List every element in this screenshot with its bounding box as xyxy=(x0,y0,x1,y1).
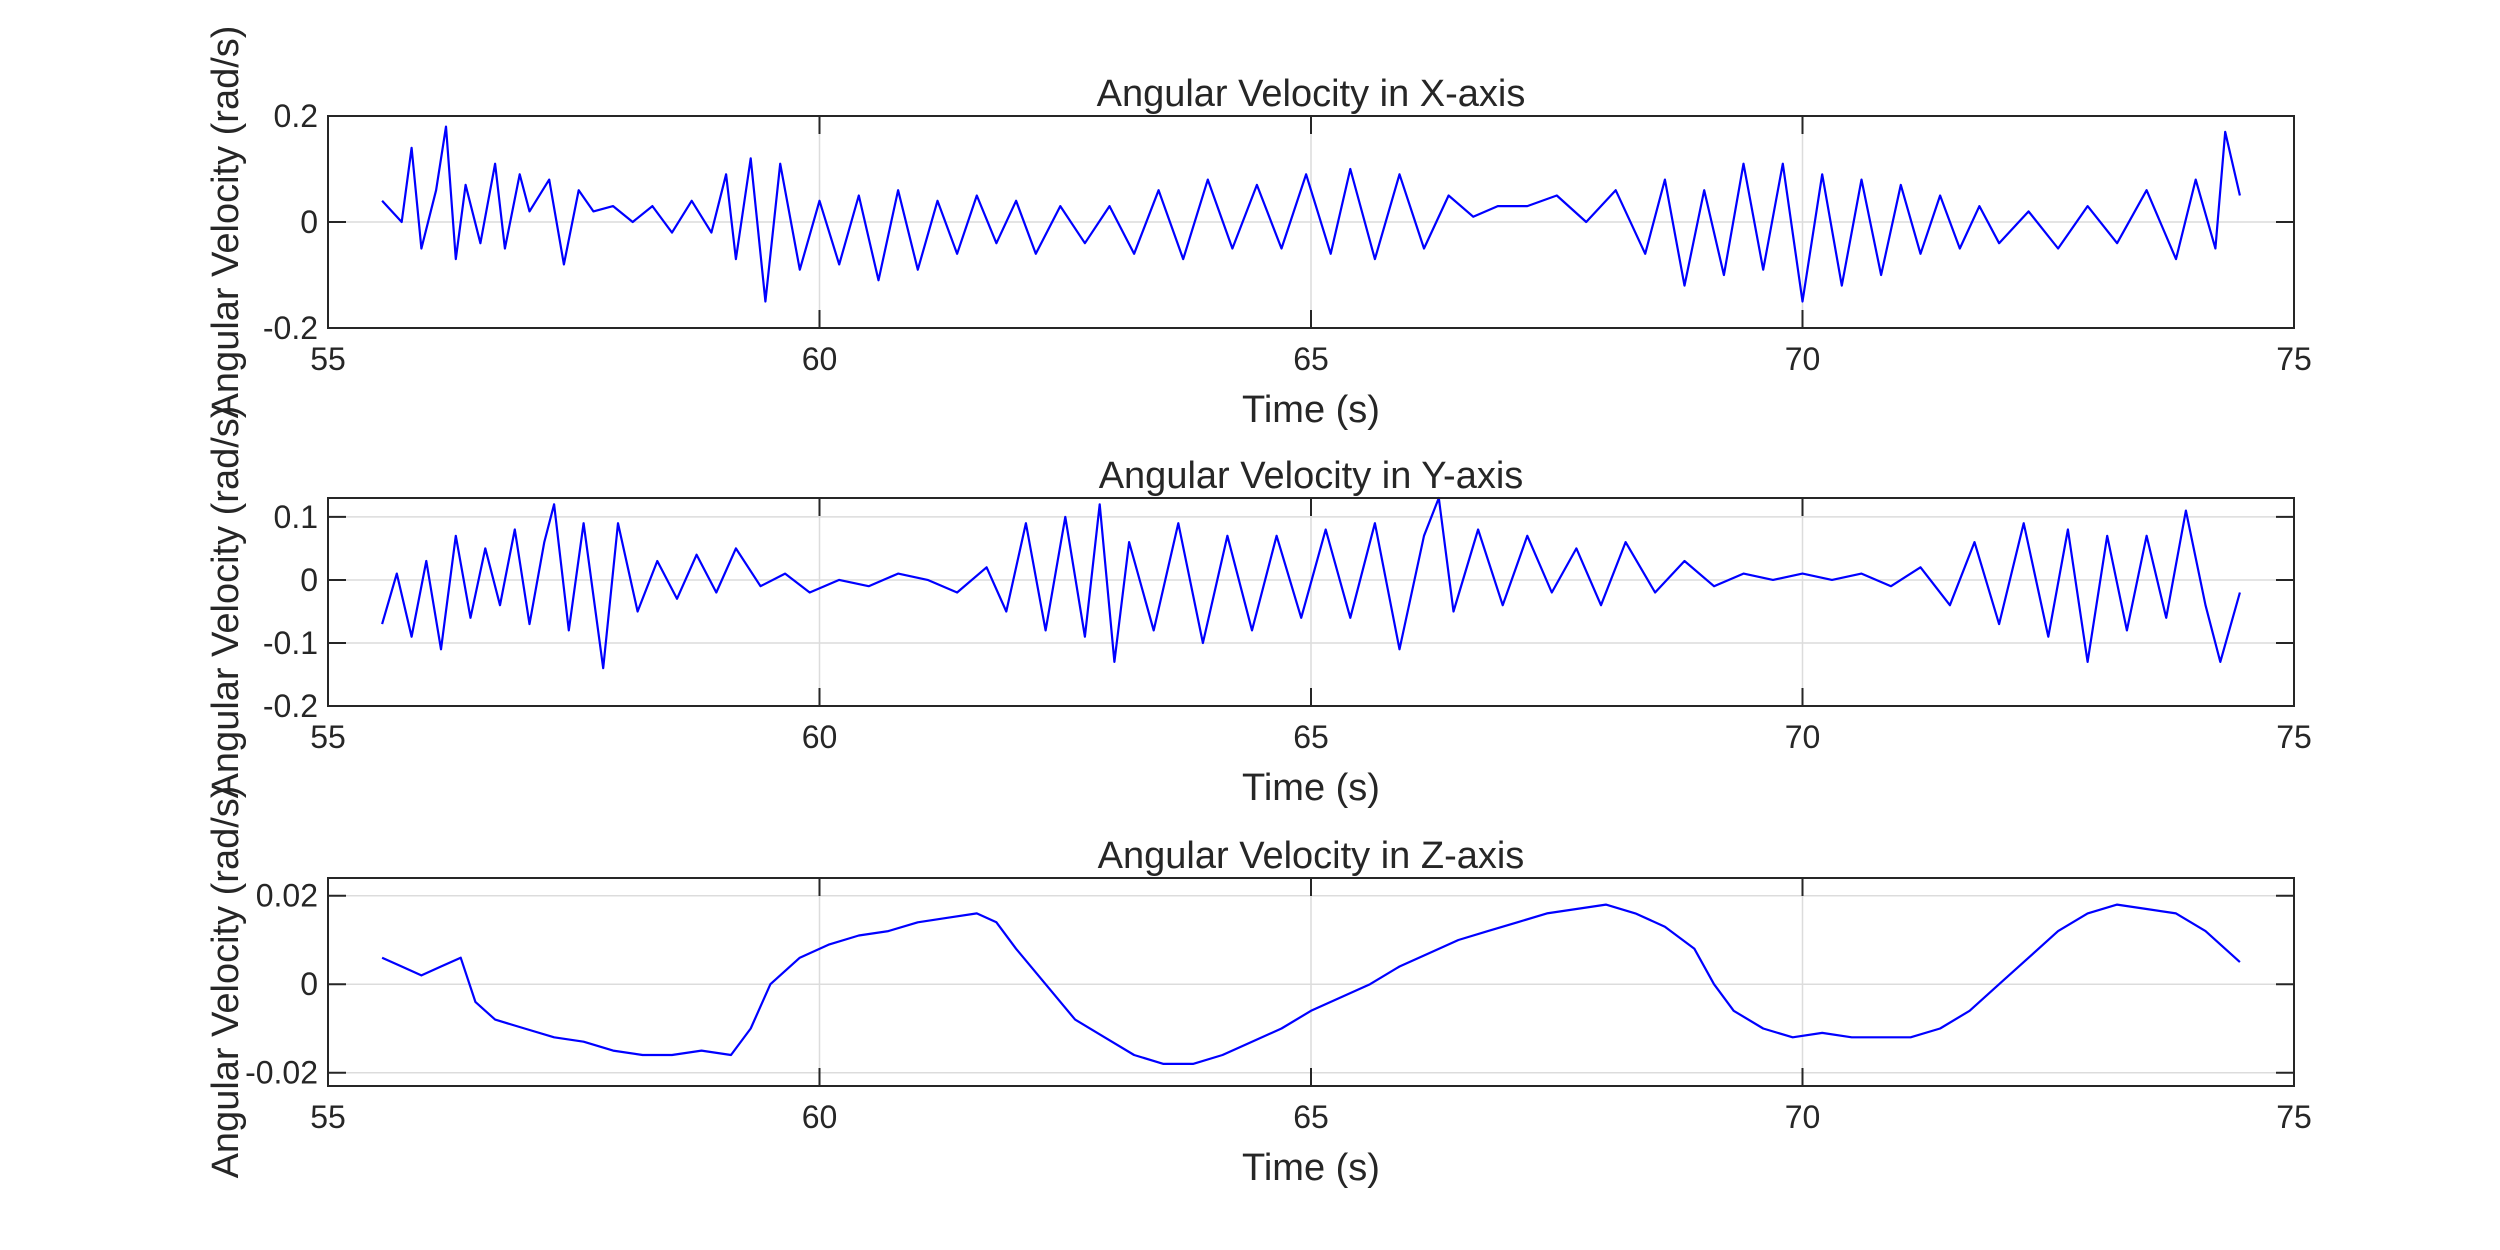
y-tick-label: -0.2 xyxy=(263,310,318,346)
data-series-line xyxy=(381,903,2241,1066)
y-axis-label: Angular Velocity (rad/s) xyxy=(205,406,247,799)
x-tick-label: 75 xyxy=(2276,1099,2312,1135)
chart-title: Angular Velocity in X-axis xyxy=(1097,73,1526,115)
y-tick-label: -0.1 xyxy=(263,625,318,661)
x-tick-label: 60 xyxy=(802,719,838,755)
subplot-2: 55 60 65 70 75 -0.2 -0.1 0 0.1 Angular Velocity i… xyxy=(205,406,2312,809)
chart-title: Angular Velocity in Y-axis xyxy=(1099,455,1524,497)
x-tick-label: 75 xyxy=(2276,719,2312,755)
subplot-1: 55 60 65 70 75 -0.2 0 0.2 Angular Velocity in X-… xyxy=(205,26,2312,431)
data-series-line xyxy=(381,125,2241,303)
x-tick-label: 60 xyxy=(802,341,838,377)
x-tick-label: 70 xyxy=(1785,719,1821,755)
x-axis-label: Time (s) xyxy=(1242,1147,1380,1189)
x-tick-label: 55 xyxy=(310,1099,346,1135)
y-tick-label: 0 xyxy=(300,204,318,240)
x-axis-label: Time (s) xyxy=(1242,389,1380,431)
x-tick-label: 65 xyxy=(1293,341,1329,377)
y-axis-label: Angular Velocity (rad/s) xyxy=(205,786,247,1179)
y-axis-label: Angular Velocity (rad/s) xyxy=(205,26,247,419)
y-tick-label: 0 xyxy=(300,562,318,598)
y-tick-label: 0.1 xyxy=(274,499,318,535)
x-tick-label: 70 xyxy=(1785,1099,1821,1135)
x-tick-label: 65 xyxy=(1293,1099,1329,1135)
chart-title: Angular Velocity in Z-axis xyxy=(1098,835,1525,877)
x-tick-label: 65 xyxy=(1293,719,1329,755)
x-tick-label: 60 xyxy=(802,1099,838,1135)
subplot-3: 55 60 65 70 75 -0.02 0 0.02 Angular Velocity in … xyxy=(205,786,2312,1189)
y-tick-label: -0.2 xyxy=(263,688,318,724)
y-tick-label: 0 xyxy=(300,966,318,1002)
x-tick-label: 55 xyxy=(310,341,346,377)
y-tick-label: 0.2 xyxy=(274,98,318,134)
x-tick-label: 70 xyxy=(1785,341,1821,377)
x-tick-label: 75 xyxy=(2276,341,2312,377)
x-tick-label: 55 xyxy=(310,719,346,755)
x-axis-label: Time (s) xyxy=(1242,767,1380,809)
y-tick-label: 0.02 xyxy=(256,878,318,914)
data-series-line xyxy=(381,496,2241,670)
y-tick-label: -0.02 xyxy=(245,1055,318,1091)
